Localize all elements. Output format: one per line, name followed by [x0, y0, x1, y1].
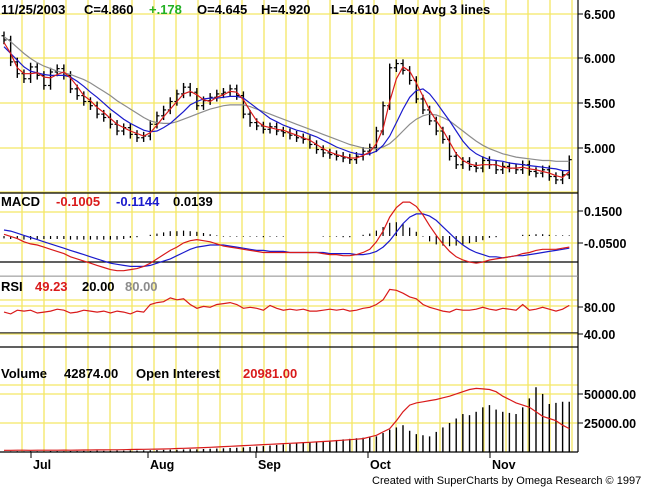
macd-panel [3, 201, 570, 272]
header-open: O=4.645 [197, 2, 247, 17]
x-axis-label: Sep [258, 458, 281, 472]
open-interest-value: 20981.00 [243, 366, 297, 381]
header-date: 11/25/2003 [1, 2, 65, 17]
y-axis-label: 6.500 [584, 8, 615, 22]
header-change: +.178 [149, 2, 182, 17]
y-axis-label: 25000.00 [584, 417, 636, 431]
price-panel [1, 31, 572, 185]
y-axis-label: 6.000 [584, 52, 615, 66]
x-axis-labels: Jul Aug Sep Oct Nov [30, 452, 516, 472]
x-axis-label: Oct [370, 458, 392, 472]
y-axis-label: 0.1500 [584, 205, 622, 219]
macd-value-1: -0.1005 [56, 194, 100, 209]
y-axis-label: 50000.00 [584, 388, 636, 402]
header-low: L=4.610 [331, 2, 379, 17]
moving-average-fast-line [3, 42, 570, 179]
header-study: Mov Avg 3 lines [393, 2, 490, 17]
rsi-panel [0, 275, 578, 334]
macd-line [3, 201, 570, 272]
y-axis-label: 5.000 [584, 142, 615, 156]
rsi-header: RSI 49.23 20.00 80.00 [1, 279, 158, 294]
open-interest-label: Open Interest [136, 366, 220, 381]
y-axis-labels: 6.500 6.000 5.500 5.000 0.1500 -0.0500 80.00 40… [578, 8, 636, 431]
chart-credit: Created with SuperCharts by Omega Resear… [372, 475, 641, 487]
macd-value-2: -0.1144 [116, 194, 160, 209]
moving-average-slow-line [3, 36, 570, 162]
volume-header: Volume 42874.00 Open Interest 20981.00 [1, 366, 297, 381]
rsi-value-3: 80.00 [125, 279, 158, 294]
header-close: C=4.860 [84, 2, 134, 17]
y-axis-label: -0.0500 [584, 237, 626, 251]
rsi-value-1: 49.23 [35, 279, 68, 294]
price-header: 11/25/2003 C=4.860 +.178 O=4.645 H=4.920… [1, 2, 490, 17]
macd-header: MACD -0.1005 -0.1144 0.0139 [1, 194, 213, 209]
x-axis-label: Nov [492, 458, 516, 472]
x-axis-label: Aug [150, 458, 174, 472]
rsi-line [3, 288, 570, 315]
macd-label: MACD [1, 194, 40, 209]
open-interest-line [4, 387, 570, 451]
volume-value: 42874.00 [64, 366, 118, 381]
macd-value-3: 0.0139 [173, 194, 213, 209]
y-axis-label: 40.00 [584, 328, 615, 342]
rsi-label: RSI [1, 279, 23, 294]
panel-separators [0, 0, 579, 453]
rsi-value-2: 20.00 [82, 279, 115, 294]
header-high: H=4.920 [261, 2, 311, 17]
volume-label: Volume [1, 366, 47, 381]
x-axis-label: Jul [33, 458, 51, 472]
y-axis-label: 5.500 [584, 97, 615, 111]
moving-average-mid-line [3, 46, 570, 172]
volume-panel [3, 387, 570, 452]
y-axis-label: 80.00 [584, 301, 615, 315]
